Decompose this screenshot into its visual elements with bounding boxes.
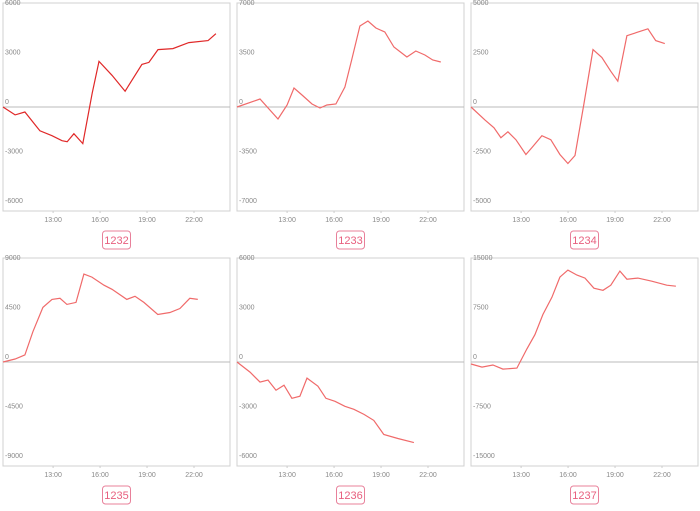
y-tick-label: 0: [5, 99, 9, 106]
x-tick-label: 19:00: [606, 217, 624, 224]
y-tick-label: 7500: [473, 304, 489, 311]
y-tick-label: -3000: [5, 148, 23, 155]
y-tick-label: -5000: [473, 198, 491, 205]
x-tick-label: 22:00: [419, 472, 437, 479]
y-tick-label: 4500: [5, 304, 21, 311]
x-tick-label: 13:00: [44, 472, 62, 479]
chart-button[interactable]: [102, 230, 131, 250]
x-tick-label: 19:00: [138, 472, 156, 479]
y-tick-label: 0: [239, 99, 243, 106]
line-series: [2, 33, 217, 145]
y-tick-label: 3000: [239, 304, 255, 311]
chart-button-label[interactable]: 1232: [104, 235, 128, 247]
y-tick-label: -7500: [473, 403, 491, 410]
x-tick-label: 13:00: [512, 217, 530, 224]
y-tick-label: -3000: [239, 403, 257, 410]
x-tick-label: 13:00: [278, 217, 296, 224]
y-tick-label: 9000: [5, 255, 21, 262]
chart-button-label[interactable]: 1233: [338, 235, 362, 247]
y-tick-label: -15000: [473, 453, 495, 460]
chart-button-label[interactable]: 1237: [572, 490, 596, 502]
y-tick-label: 6000: [5, 0, 21, 7]
line-series: [236, 361, 415, 444]
x-tick-label: 13:00: [44, 217, 62, 224]
x-tick-label: 19:00: [372, 217, 390, 224]
y-tick-label: -2500: [473, 148, 491, 155]
chart-button[interactable]: [570, 230, 599, 250]
y-tick-label: 0: [239, 354, 243, 361]
x-tick-label: 16:00: [559, 472, 577, 479]
line-series: [470, 28, 665, 165]
y-tick-label: -9000: [5, 453, 23, 460]
y-tick-label: 6000: [239, 255, 255, 262]
y-tick-label: -4500: [5, 403, 23, 410]
y-tick-label: -7000: [239, 198, 257, 205]
x-tick-label: 22:00: [185, 472, 203, 479]
y-tick-label: -6000: [5, 198, 23, 205]
x-tick-label: 13:00: [512, 472, 530, 479]
line-series: [236, 20, 441, 120]
x-tick-label: 22:00: [419, 217, 437, 224]
x-tick-label: 13:00: [278, 472, 296, 479]
y-tick-label: 3500: [239, 49, 255, 56]
x-tick-label: 22:00: [185, 217, 203, 224]
y-tick-label: 5000: [473, 0, 489, 7]
y-tick-label: 2500: [473, 49, 489, 56]
y-tick-label: 3000: [5, 49, 21, 56]
x-tick-label: 19:00: [372, 472, 390, 479]
chart-button[interactable]: [102, 485, 131, 505]
x-tick-label: 16:00: [325, 472, 343, 479]
y-tick-label: 15000: [473, 255, 493, 262]
chart-button[interactable]: [570, 485, 599, 505]
chart-button[interactable]: [336, 230, 365, 250]
x-tick-label: 16:00: [325, 217, 343, 224]
line-series: [2, 273, 198, 363]
x-tick-label: 22:00: [653, 217, 671, 224]
chart-button-label[interactable]: 1234: [572, 235, 596, 247]
chart-button-label[interactable]: 1235: [104, 490, 128, 502]
x-tick-label: 19:00: [606, 472, 624, 479]
y-tick-label: 0: [5, 354, 9, 361]
chart-button-label[interactable]: 1236: [338, 490, 362, 502]
y-tick-label: -6000: [239, 453, 257, 460]
x-tick-label: 16:00: [559, 217, 577, 224]
y-tick-label: -3500: [239, 148, 257, 155]
x-tick-label: 22:00: [653, 472, 671, 479]
x-tick-label: 16:00: [91, 217, 109, 224]
chart-button[interactable]: [336, 485, 365, 505]
y-tick-label: 7000: [239, 0, 255, 7]
x-tick-label: 19:00: [138, 217, 156, 224]
x-tick-label: 16:00: [91, 472, 109, 479]
line-series: [470, 269, 676, 370]
y-tick-label: 0: [473, 99, 477, 106]
y-tick-label: 0: [473, 354, 477, 361]
